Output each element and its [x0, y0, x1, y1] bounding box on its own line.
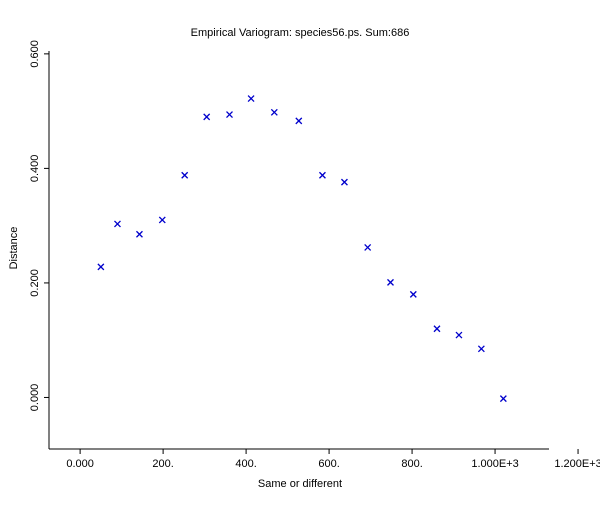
- y-tick-label: 0.400: [29, 155, 41, 183]
- data-point: [318, 171, 326, 179]
- x-axis-label: Same or different: [258, 478, 342, 490]
- x-tick-label: 600.: [318, 458, 339, 470]
- data-point: [226, 111, 233, 119]
- data-point: [455, 331, 463, 339]
- y-tick-label: 0.600: [29, 40, 41, 68]
- data-point: [387, 278, 394, 286]
- data-point: [409, 290, 417, 298]
- data-point: [158, 216, 166, 224]
- data-point: [270, 108, 278, 116]
- x-tick-label: 800.: [401, 458, 422, 470]
- y-axis-ticks: 0.000 0.200 0.400 0.600: [29, 40, 49, 411]
- data-point: [340, 178, 348, 186]
- data-point: [135, 230, 143, 238]
- data-point: [181, 171, 189, 179]
- data-point: [114, 220, 121, 228]
- chart-title: Empirical Variogram: species56.ps. Sum:6…: [191, 27, 410, 39]
- data-point: [364, 243, 372, 251]
- x-tick-label: 1.200E+3: [554, 458, 600, 470]
- data-point: [499, 395, 507, 403]
- data-points: [97, 95, 507, 403]
- x-tick-label: 400.: [235, 458, 256, 470]
- x-tick-label: 0.000: [66, 458, 94, 470]
- y-tick-label: 0.200: [29, 269, 41, 297]
- y-tick-label: 0.000: [29, 384, 41, 412]
- x-tick-label: 1.000E+3: [471, 458, 518, 470]
- data-point: [247, 95, 255, 102]
- x-tick-label: 200.: [152, 458, 173, 470]
- data-point: [433, 325, 441, 333]
- data-point: [477, 345, 485, 353]
- y-axis-label: Distance: [8, 227, 20, 270]
- data-point: [295, 117, 303, 125]
- data-point: [203, 113, 211, 121]
- data-point: [97, 263, 105, 271]
- x-axis-ticks: 0.000 200. 400. 600. 800. 1.000E+3 1.200E+3: [66, 449, 600, 470]
